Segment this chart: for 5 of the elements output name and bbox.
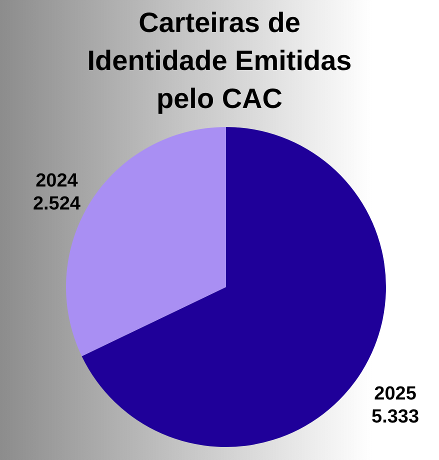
slice-label: 2024 [36, 170, 78, 192]
data-label: 2.524 [32, 193, 81, 214]
slice-label: 2025 [374, 384, 417, 405]
data-label: 5.333 [372, 406, 420, 428]
chart-title: Carteiras de Identidade Emitidas pelo CAC [87, 7, 352, 114]
